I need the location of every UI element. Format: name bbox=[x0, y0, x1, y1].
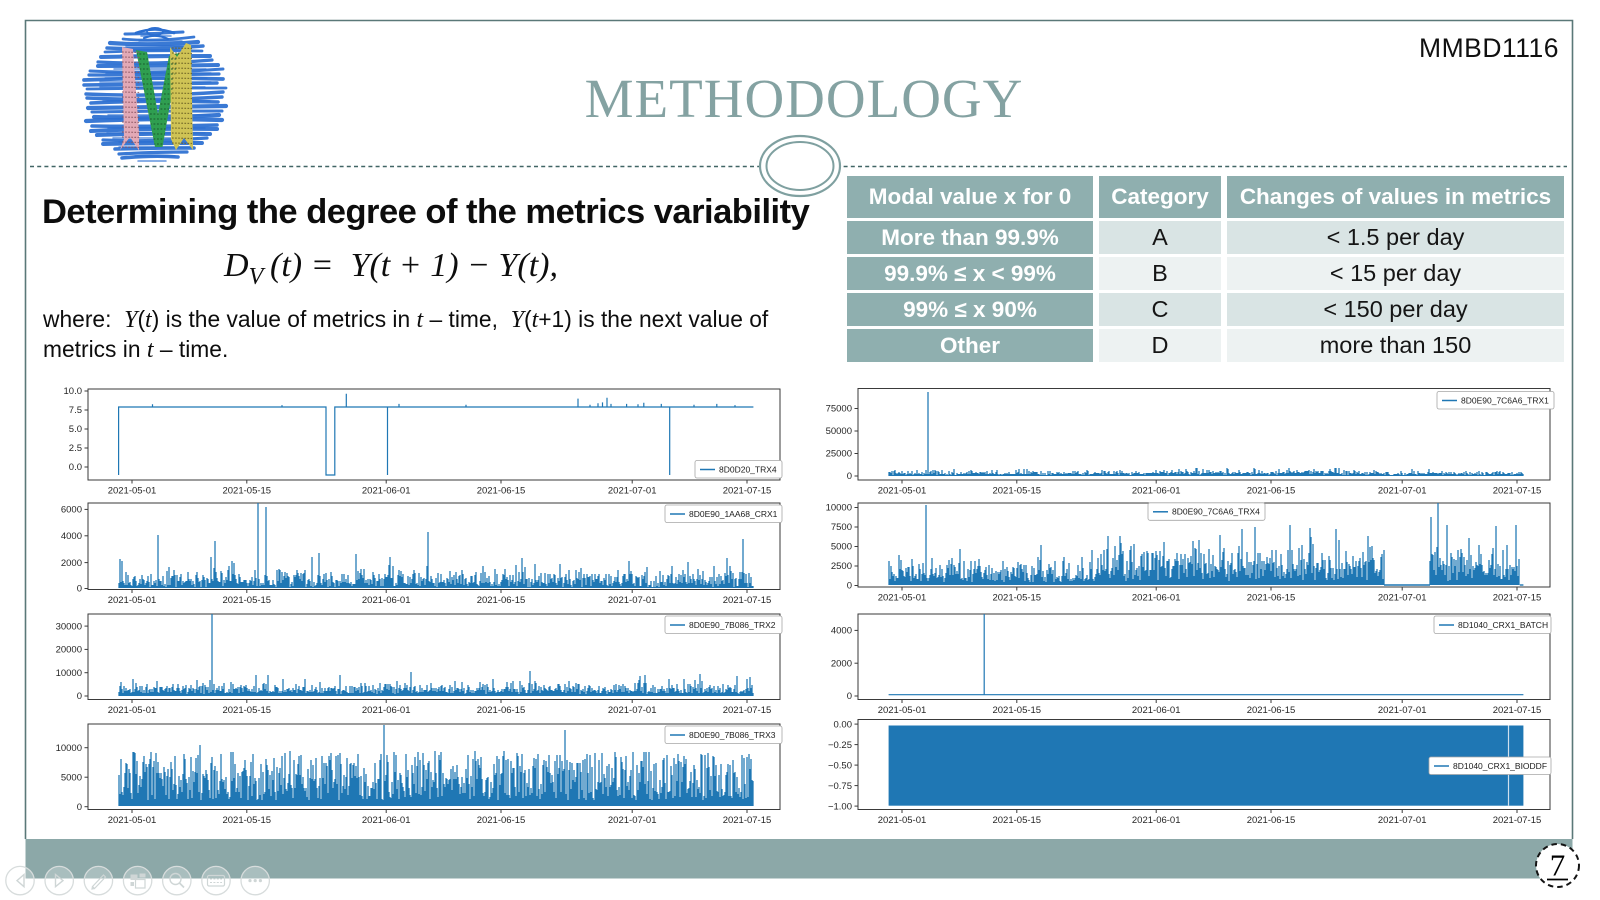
svg-text:10000: 10000 bbox=[56, 668, 82, 679]
svg-text:2021-06-01: 2021-06-01 bbox=[1132, 486, 1181, 497]
svg-text:2021-06-01: 2021-06-01 bbox=[1132, 593, 1181, 604]
svg-text:7.5: 7.5 bbox=[69, 405, 82, 416]
svg-text:5.0: 5.0 bbox=[69, 424, 82, 435]
svg-text:2021-07-15: 2021-07-15 bbox=[723, 595, 772, 606]
svg-text:−1.00: −1.00 bbox=[828, 801, 852, 812]
svg-text:8D0E90_7B086_TRX3: 8D0E90_7B086_TRX3 bbox=[689, 730, 776, 740]
svg-text:2021-07-15: 2021-07-15 bbox=[723, 705, 772, 716]
svg-text:2021-05-01: 2021-05-01 bbox=[878, 593, 927, 604]
svg-text:8D0E90_7C6A6_TRX1: 8D0E90_7C6A6_TRX1 bbox=[1461, 395, 1549, 405]
svg-text:2021-05-15: 2021-05-15 bbox=[992, 705, 1041, 716]
svg-text:2021-07-01: 2021-07-01 bbox=[1378, 815, 1427, 826]
svg-text:2021-07-01: 2021-07-01 bbox=[1378, 486, 1427, 497]
svg-text:2021-05-15: 2021-05-15 bbox=[222, 595, 271, 606]
svg-text:0: 0 bbox=[77, 584, 82, 595]
svg-text:8D0D20_TRX4: 8D0D20_TRX4 bbox=[719, 464, 777, 474]
svg-text:2021-06-01: 2021-06-01 bbox=[362, 595, 411, 606]
svg-text:0: 0 bbox=[847, 471, 852, 482]
svg-text:2021-07-15: 2021-07-15 bbox=[723, 815, 772, 826]
svg-text:8D0E90_1AA68_CRX1: 8D0E90_1AA68_CRX1 bbox=[689, 509, 778, 519]
svg-text:2021-05-15: 2021-05-15 bbox=[222, 705, 271, 716]
svg-text:50000: 50000 bbox=[826, 426, 852, 437]
svg-text:2021-07-01: 2021-07-01 bbox=[1378, 593, 1427, 604]
svg-text:2021-05-15: 2021-05-15 bbox=[222, 486, 271, 497]
svg-text:2021-06-15: 2021-06-15 bbox=[1247, 705, 1296, 716]
svg-text:10000: 10000 bbox=[56, 743, 82, 754]
svg-text:5000: 5000 bbox=[831, 542, 852, 553]
svg-text:7: 7 bbox=[1550, 848, 1566, 883]
svg-text:2021-05-01: 2021-05-01 bbox=[108, 486, 157, 497]
svg-text:0.00: 0.00 bbox=[834, 719, 853, 730]
svg-text:2021-07-15: 2021-07-15 bbox=[723, 486, 772, 497]
svg-text:2500: 2500 bbox=[831, 561, 852, 572]
svg-text:2021-06-15: 2021-06-15 bbox=[1247, 486, 1296, 497]
svg-text:2021-06-15: 2021-06-15 bbox=[477, 815, 526, 826]
svg-text:75000: 75000 bbox=[826, 404, 852, 415]
svg-text:2021-07-01: 2021-07-01 bbox=[608, 705, 657, 716]
svg-text:2021-07-01: 2021-07-01 bbox=[608, 595, 657, 606]
svg-text:2021-07-01: 2021-07-01 bbox=[608, 486, 657, 497]
svg-text:10000: 10000 bbox=[826, 503, 852, 514]
svg-text:0: 0 bbox=[77, 691, 82, 702]
svg-text:−0.25: −0.25 bbox=[828, 740, 852, 751]
svg-text:2021-07-15: 2021-07-15 bbox=[1493, 593, 1542, 604]
svg-text:0.0: 0.0 bbox=[69, 462, 82, 473]
svg-text:5000: 5000 bbox=[61, 772, 82, 783]
svg-text:2021-05-01: 2021-05-01 bbox=[108, 815, 157, 826]
svg-text:2000: 2000 bbox=[831, 658, 852, 669]
svg-text:2021-06-15: 2021-06-15 bbox=[1247, 593, 1296, 604]
svg-text:0: 0 bbox=[847, 691, 852, 702]
svg-text:2021-06-15: 2021-06-15 bbox=[477, 486, 526, 497]
svg-text:8D1040_CRX1_BIODDF: 8D1040_CRX1_BIODDF bbox=[1453, 761, 1547, 771]
svg-text:2021-07-01: 2021-07-01 bbox=[608, 815, 657, 826]
svg-text:6000: 6000 bbox=[61, 505, 82, 516]
svg-text:25000: 25000 bbox=[826, 449, 852, 460]
svg-text:2021-05-15: 2021-05-15 bbox=[222, 815, 271, 826]
svg-text:2021-06-01: 2021-06-01 bbox=[362, 486, 411, 497]
svg-text:2021-05-15: 2021-05-15 bbox=[992, 593, 1041, 604]
svg-text:7500: 7500 bbox=[831, 522, 852, 533]
svg-text:20000: 20000 bbox=[56, 645, 82, 656]
svg-text:8D1040_CRX1_BATCH: 8D1040_CRX1_BATCH bbox=[1458, 620, 1548, 630]
svg-text:2021-06-01: 2021-06-01 bbox=[1132, 815, 1181, 826]
svg-text:2021-06-01: 2021-06-01 bbox=[362, 705, 411, 716]
svg-text:2021-07-15: 2021-07-15 bbox=[1493, 486, 1542, 497]
svg-text:−0.75: −0.75 bbox=[828, 781, 852, 792]
svg-text:8D0E90_7B086_TRX2: 8D0E90_7B086_TRX2 bbox=[689, 620, 776, 630]
svg-text:2021-05-15: 2021-05-15 bbox=[992, 486, 1041, 497]
svg-text:2.5: 2.5 bbox=[69, 443, 82, 454]
svg-text:2021-06-15: 2021-06-15 bbox=[477, 595, 526, 606]
svg-text:2021-07-15: 2021-07-15 bbox=[1493, 705, 1542, 716]
svg-text:2021-05-01: 2021-05-01 bbox=[878, 705, 927, 716]
svg-text:2021-05-01: 2021-05-01 bbox=[108, 705, 157, 716]
svg-text:2021-06-01: 2021-06-01 bbox=[1132, 705, 1181, 716]
svg-text:30000: 30000 bbox=[56, 621, 82, 632]
svg-text:4000: 4000 bbox=[61, 531, 82, 542]
svg-text:0: 0 bbox=[77, 802, 82, 813]
svg-text:2021-07-01: 2021-07-01 bbox=[1378, 705, 1427, 716]
svg-text:2000: 2000 bbox=[61, 558, 82, 569]
svg-text:4000: 4000 bbox=[831, 626, 852, 637]
svg-text:8D0E90_7C6A6_TRX4: 8D0E90_7C6A6_TRX4 bbox=[1172, 507, 1260, 517]
svg-text:0: 0 bbox=[847, 581, 852, 592]
svg-text:2021-05-01: 2021-05-01 bbox=[878, 486, 927, 497]
svg-text:2021-05-01: 2021-05-01 bbox=[108, 595, 157, 606]
svg-text:2021-06-15: 2021-06-15 bbox=[1247, 815, 1296, 826]
svg-text:2021-06-15: 2021-06-15 bbox=[477, 705, 526, 716]
svg-text:2021-07-15: 2021-07-15 bbox=[1493, 815, 1542, 826]
svg-text:−0.50: −0.50 bbox=[828, 760, 852, 771]
svg-text:2021-05-01: 2021-05-01 bbox=[878, 815, 927, 826]
svg-text:2021-05-15: 2021-05-15 bbox=[992, 815, 1041, 826]
svg-text:2021-06-01: 2021-06-01 bbox=[362, 815, 411, 826]
svg-text:10.0: 10.0 bbox=[64, 386, 83, 397]
